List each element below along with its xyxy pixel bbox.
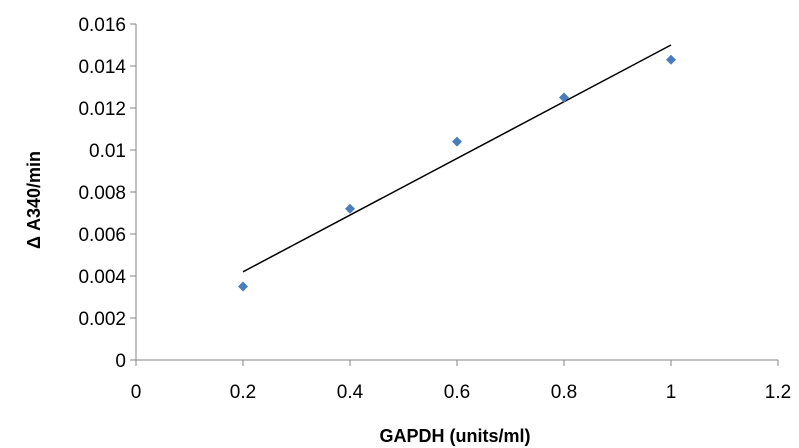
data-points — [238, 54, 676, 292]
tick-marks — [130, 23, 779, 366]
x-axis-title: GAPDH (units/ml) — [380, 426, 531, 446]
x-tick-label: 1.2 — [765, 382, 791, 403]
y-tick-label: 0.01 — [89, 141, 126, 162]
x-tick-label: 0.4 — [337, 382, 364, 403]
y-tick-label: 0.014 — [78, 57, 126, 78]
data-point — [452, 136, 462, 147]
y-tick-label: 0.002 — [78, 309, 126, 330]
y-axis-title: Δ A340/min — [24, 151, 44, 249]
data-point — [238, 281, 248, 292]
y-tick-label: 0.008 — [78, 183, 126, 204]
data-point — [345, 203, 355, 214]
x-tick-label: 0.6 — [444, 382, 470, 403]
x-tick-label: 0.2 — [230, 382, 256, 403]
x-tick-label: 0.8 — [551, 382, 577, 403]
x-tick-label: 1 — [666, 382, 677, 403]
tick-labels: 0 0.002 0.004 0.006 0.008 0.01 0.012 0.014 0.016… — [78, 15, 791, 403]
y-tick-label: 0 — [115, 351, 126, 372]
axes — [135, 24, 778, 361]
y-tick-label: 0.012 — [78, 99, 126, 120]
data-point — [559, 92, 569, 103]
x-tick-label: 0 — [131, 382, 142, 403]
y-tick-label: 0.006 — [78, 225, 126, 246]
data-point — [666, 54, 676, 65]
y-tick-label: 0.016 — [78, 15, 126, 36]
trendline-layer — [242, 44, 672, 273]
linear-trendline — [242, 44, 672, 273]
y-tick-label: 0.004 — [78, 267, 126, 288]
